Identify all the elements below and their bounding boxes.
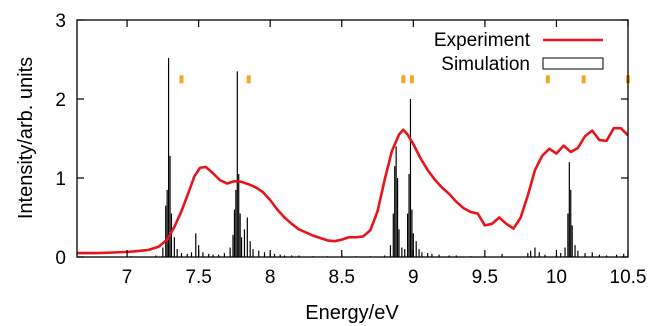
y-tick-label-0: 0 <box>55 248 66 269</box>
x-tick-label-4: 9 <box>408 267 419 288</box>
x-tick-label-5: 9.5 <box>472 267 498 288</box>
peak-marker-0 <box>179 75 184 84</box>
y-axis-title: Intensity/arb. units <box>15 57 37 219</box>
legend-swatch-simulation <box>542 57 604 70</box>
legend-label-experiment: Experiment <box>434 30 531 51</box>
sim-sticks <box>126 57 625 257</box>
peak-marker-4 <box>545 75 550 84</box>
experiment-line <box>77 126 629 255</box>
peak-marker-3 <box>409 75 414 84</box>
peak-marker-1 <box>246 75 251 84</box>
x-ticks: 7 7.5 8 8.5 9 9.5 10 10.5 <box>122 20 647 288</box>
y-tick-label-3: 3 <box>55 11 66 32</box>
y-ticks: 0 1 2 3 <box>55 11 628 269</box>
x-tick-label-6: 10 <box>546 267 567 288</box>
x-tick-label-0: 7 <box>122 267 133 288</box>
x-tick-label-2: 8 <box>265 267 276 288</box>
legend: Experiment Simulation <box>434 30 604 75</box>
x-tick-label-7: 10.5 <box>610 267 647 288</box>
markers <box>179 75 630 84</box>
legend-label-simulation: Simulation <box>441 54 530 75</box>
y-tick-label-2: 2 <box>55 90 66 111</box>
y-tick-label-1: 1 <box>55 169 66 190</box>
x-tick-label-1: 7.5 <box>185 267 211 288</box>
x-axis-title: Energy/eV <box>305 302 399 324</box>
x-tick-label-3: 8.5 <box>329 267 355 288</box>
peak-marker-5 <box>581 75 586 84</box>
peak-marker-2 <box>401 75 406 84</box>
plot-frame <box>76 19 629 258</box>
